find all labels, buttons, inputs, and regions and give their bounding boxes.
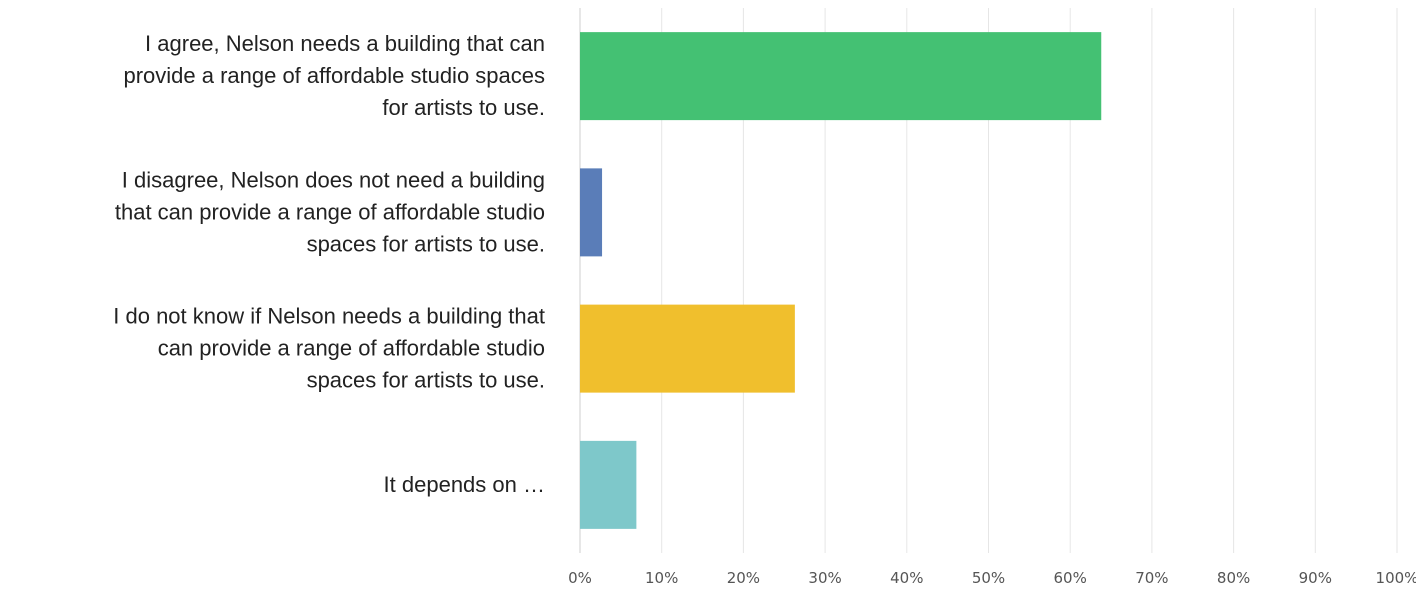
bar	[580, 440, 637, 529]
x-tick-label: 90%	[1299, 569, 1332, 587]
category-label: I do not know if Nelson needs a building…	[113, 304, 545, 329]
bar	[580, 168, 603, 257]
bars	[580, 32, 1102, 529]
x-tick-label: 30%	[808, 569, 841, 587]
category-label: spaces for artists to use.	[307, 231, 545, 256]
category-label: provide a range of affordable studio spa…	[123, 63, 545, 88]
bar	[580, 304, 795, 393]
x-tick-label: 60%	[1054, 569, 1087, 587]
x-tick-label: 20%	[727, 569, 760, 587]
category-label: It depends on …	[384, 472, 545, 497]
x-tick-label: 50%	[972, 569, 1005, 587]
x-tick-label: 70%	[1135, 569, 1168, 587]
x-tick-label: 80%	[1217, 569, 1250, 587]
category-label: that can provide a range of affordable s…	[115, 199, 545, 224]
x-tick-label: 10%	[645, 569, 678, 587]
x-tick-label: 0%	[568, 569, 592, 587]
category-label: for artists to use.	[382, 95, 545, 120]
bar	[580, 32, 1102, 121]
category-label: spaces for artists to use.	[307, 368, 545, 393]
x-tick-label: 100%	[1376, 569, 1416, 587]
category-labels: I agree, Nelson needs a building that ca…	[113, 31, 545, 497]
category-label: I agree, Nelson needs a building that ca…	[145, 31, 545, 56]
x-axis-tick-labels: 0% 10% 20% 30% 40% 50% 60% 70% 80% 90% 100%	[568, 569, 1416, 587]
x-tick-label: 40%	[890, 569, 923, 587]
category-label: can provide a range of affordable studio	[158, 336, 545, 361]
category-label: I disagree, Nelson does not need a build…	[122, 167, 545, 192]
